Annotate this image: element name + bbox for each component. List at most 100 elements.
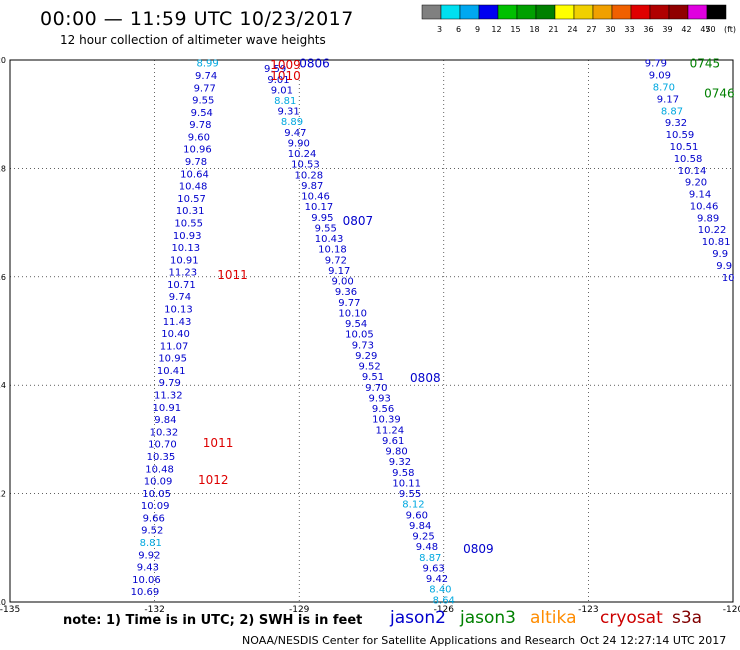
wave-height-value: 10.64 <box>180 169 209 180</box>
wave-height-value: 9.63 <box>423 563 445 574</box>
wave-height-value: 9.93 <box>369 393 391 404</box>
colorbar-swatch <box>535 4 556 20</box>
wave-height-value: 10.18 <box>318 245 347 256</box>
wave-height-value: 10.91 <box>152 403 181 414</box>
wave-height-value: 10.06 <box>132 575 161 586</box>
wave-height-value: 10.93 <box>173 231 202 242</box>
wave-height-value: 10.43 <box>315 234 344 245</box>
wave-height-value: 10.31 <box>176 206 205 217</box>
wave-height-value: 10.32 <box>150 427 179 438</box>
wave-height-value: 9.74 <box>195 71 217 82</box>
wave-height-value: 10.71 <box>167 280 196 291</box>
legend-jason2: jason2 <box>390 608 446 628</box>
wave-height-value: 9.01 <box>271 85 293 96</box>
wave-height-value: 10.81 <box>702 237 731 248</box>
colorbar-label: 12 <box>491 25 501 34</box>
wave-height-value: 10.09 <box>144 477 173 488</box>
wave-height-value: 9.74 <box>169 292 191 303</box>
wave-height-value: 10.17 <box>305 202 334 213</box>
colorbar-label: 42 <box>681 25 691 34</box>
wave-height-value: 9.52 <box>358 362 380 373</box>
wave-height-value: 8.40 <box>429 585 451 596</box>
wave-height-value: 9.78 <box>185 157 207 168</box>
wave-height-value: 11.07 <box>160 341 189 352</box>
wave-height-value: 8.12 <box>402 500 424 511</box>
wave-height-value: 10.91 <box>170 255 199 266</box>
wave-height-value: 9.54 <box>191 108 213 119</box>
pass-time-label: 1009 <box>270 58 301 72</box>
wave-height-value: 8.81 <box>140 538 162 549</box>
wave-height-value: 9.17 <box>657 94 679 105</box>
wave-height-value: 9.55 <box>315 223 337 234</box>
wave-height-value: 11.43 <box>163 317 192 328</box>
wave-height-value: 9.51 <box>362 372 384 383</box>
wave-height-value: 9.92 <box>138 550 160 561</box>
wave-height-value: 8.64 <box>433 595 455 606</box>
colorbar-label: 45 <box>700 25 710 34</box>
colorbar-swatch <box>573 4 594 20</box>
wave-height-value: 9.73 <box>352 340 374 351</box>
wave-height-value: 9.66 <box>143 513 165 524</box>
pass-time-label: 0806 <box>299 57 330 71</box>
wave-height-value: 9.89 <box>697 213 719 224</box>
wave-height-value: 9.58 <box>392 468 414 479</box>
wave-height-value: 9.54 <box>345 319 367 330</box>
wave-height-value: 10.39 <box>372 415 401 426</box>
wave-height-value: 11.23 <box>169 268 198 279</box>
wave-height-value: 9.87 <box>301 181 323 192</box>
wave-height-value: 10.57 <box>177 194 206 205</box>
wave-height-value: 8.87 <box>419 553 441 564</box>
wave-height-value: 9.60 <box>188 132 210 143</box>
wave-height-value: 10.28 <box>295 170 324 181</box>
colorbar-swatch <box>592 4 613 20</box>
colorbar-swatch <box>649 4 670 20</box>
wave-height-value: 10.09 <box>141 501 170 512</box>
wave-height-value: 9.14 <box>689 190 711 201</box>
wave-height-value: 9.17 <box>328 266 350 277</box>
wave-height-value: 10 <box>722 273 735 284</box>
wave-height-value: 9.32 <box>665 118 687 129</box>
y-tick-label: 20 <box>0 56 6 65</box>
colorbar-swatch <box>668 4 689 20</box>
footer-note: note: 1) Time is in UTC; 2) SWH is in fe… <box>63 613 363 628</box>
wave-height-value: 8.81 <box>274 96 296 107</box>
colorbar-unit: (ft) <box>724 25 736 34</box>
wave-height-value: 10.59 <box>666 130 695 141</box>
x-tick-label: -123 <box>578 605 598 615</box>
pass-time-label: 1010 <box>270 69 301 83</box>
page-title: 00:00 — 11:59 UTC 10/23/2017 <box>40 8 354 30</box>
pass-time-label: 0746 <box>704 87 735 101</box>
wave-height-value: 9.9 <box>712 249 728 260</box>
wave-height-value: 10.40 <box>161 329 190 340</box>
wave-height-value: 9.32 <box>389 457 411 468</box>
wave-height-value: 9.43 <box>137 563 159 574</box>
wave-height-value: 10.58 <box>674 154 703 165</box>
pass-time-label: 0809 <box>463 542 494 556</box>
wave-height-value: 10.41 <box>157 366 186 377</box>
wave-height-value: 9.09 <box>649 71 671 82</box>
colorbar-swatch <box>516 4 537 20</box>
colorbar-label: 30 <box>605 25 615 34</box>
colorbar-label: 70 <box>705 25 715 34</box>
colorbar-swatch <box>459 4 480 20</box>
colorbar-swatch <box>687 4 708 20</box>
wave-height-value: 9.47 <box>284 128 306 139</box>
colorbar-swatch <box>630 4 651 20</box>
wave-height-value: 8.89 <box>281 117 303 128</box>
x-tick-label: -135 <box>0 605 20 615</box>
wave-height-value: 10.05 <box>345 330 374 341</box>
colorbar-label: 3 <box>437 25 442 34</box>
pass-time-label: 0808 <box>410 371 441 385</box>
colorbar-swatch <box>611 4 632 20</box>
wave-height-value: 10.51 <box>670 142 699 153</box>
wave-height-value: 9.52 <box>141 526 163 537</box>
pass-time-label: 1011 <box>203 436 234 450</box>
wave-height-value: 9.90 <box>288 138 310 149</box>
page-subtitle: 12 hour collection of altimeter wave hei… <box>60 33 326 47</box>
colorbar-label: 39 <box>662 25 672 34</box>
wave-height-value: 9.00 <box>331 277 353 288</box>
wave-height-value: 10.10 <box>338 308 367 319</box>
wave-height-value: 9.9 <box>716 261 732 272</box>
